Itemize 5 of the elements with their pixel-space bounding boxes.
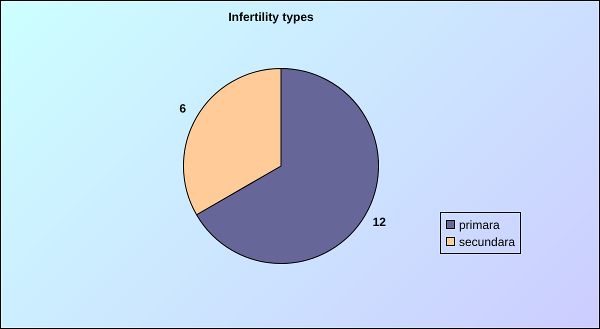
chart-title: Infertility types — [227, 10, 315, 24]
legend-label: secundara — [459, 234, 516, 248]
data-label: 12 — [372, 215, 386, 230]
data-label: 6 — [179, 102, 186, 116]
legend-label: primara — [459, 218, 500, 232]
